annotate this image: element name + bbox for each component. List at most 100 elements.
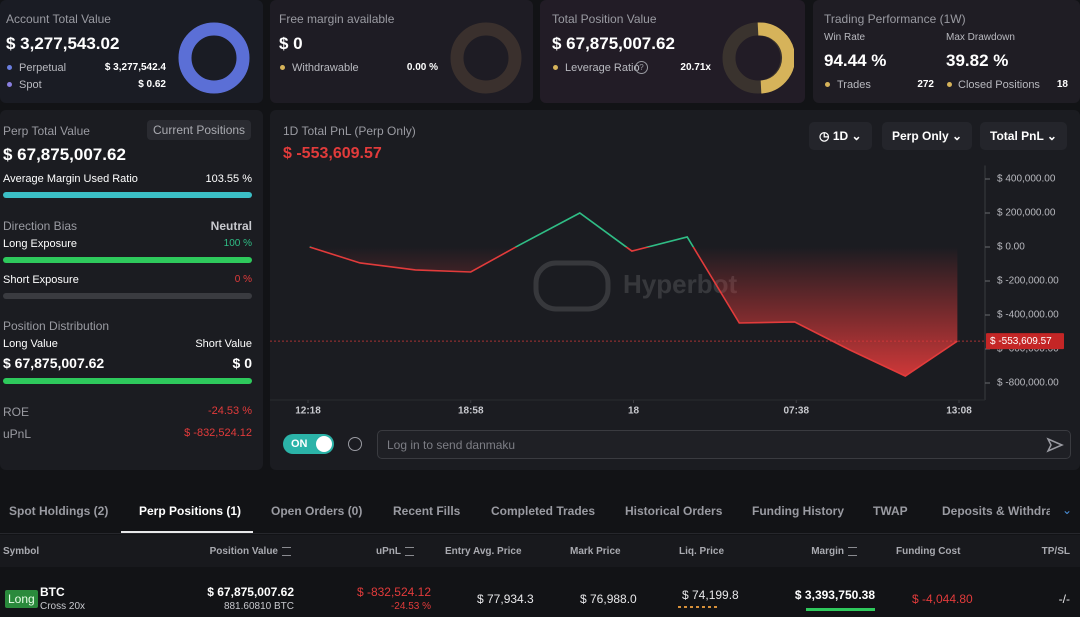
donut-ring [178,22,250,94]
margin-card: Free margin available $ 0 Withdrawable 0… [270,0,533,103]
section-value: Neutral [210,219,252,233]
entry-price: $ 77,934.3 [477,592,534,606]
margin: $ 3,393,750.38 [794,588,875,602]
mark-price: $ 76,988.0 [580,592,637,606]
scope-dropdown[interactable]: Perp Only ⌄ [882,122,973,150]
input-placeholder: Log in to send danmaku [387,438,516,452]
tab[interactable]: Funding History [752,504,844,518]
interval-dropdown[interactable]: ◷ 1D ⌄ [809,122,872,150]
progress-bar [3,378,252,384]
row-label: Spot [19,79,42,91]
row-label: Short Exposure [3,274,79,286]
position-size: 881.60810 BTC [223,601,294,612]
watermark-icon [533,260,611,312]
card-value: $ 3,277,543.02 [6,34,120,53]
tab[interactable]: Perp Positions (1) [139,504,242,518]
pnl-chart: Hyperbot $ 400,000.00$ 200,000.00$ 0.00$… [270,165,1064,417]
current-label: $ -553,609.57 [990,336,1052,347]
settings-icon[interactable] [348,437,362,451]
short-value: $ 0 [232,355,252,371]
row-value: -24.53 % [207,405,252,417]
toggle-knob [316,436,332,452]
tab[interactable]: Spot Holdings (2) [9,504,109,518]
perp-panel: Perp Total Value Current Positions $ 67,… [0,110,263,470]
column-header: Mark Price [570,546,621,557]
column-header: Liq. Price [679,546,725,557]
progress-bar [3,293,252,299]
row-value: 20.71x [680,62,711,73]
row-value: 18 [1056,79,1068,90]
funding-cost: $ -4,044.80 [912,592,973,606]
upnl: $ -832,524.12 [356,585,431,599]
donut [722,22,794,94]
card-value: $ 0 [279,34,303,53]
performance-card: Trading Performance (1W) Win Rate Max Dr… [813,0,1080,103]
tab[interactable]: Deposits & Withdrawals [942,504,1050,518]
row-label: Short Value [195,338,252,350]
dropdown-text: 1D [832,129,849,143]
row-value: 100 % [223,238,252,249]
row-value: 0.00 % [406,62,438,73]
danmaku-toggle[interactable]: ON [283,434,334,454]
tab[interactable]: Open Orders (0) [271,504,363,518]
long-value: $ 67,875,007.62 [3,355,105,371]
row-value: $ 3,277,542.4 [104,62,166,73]
symbol: BTC [40,585,65,599]
tab[interactable]: TWAP [873,504,908,518]
row-value: $ -832,524.12 [184,427,252,439]
danmaku-input[interactable]: Log in to send danmaku [377,430,1071,459]
x-tick-label: 13:08 [946,406,972,417]
x-tick-label: 18 [628,406,640,417]
x-tick-label: 18:58 [458,406,484,417]
row-value: 0 % [234,274,252,285]
tabs-more[interactable]: ⌄ [1062,503,1073,517]
chart-total: $ -553,609.57 [283,145,382,162]
donut-arc [757,22,794,94]
pnl-line [309,212,958,377]
column-header: Symbol [3,546,40,557]
y-tick-label: $ 400,000.00 [997,174,1056,185]
stat-value: 39.82 % [946,51,1009,70]
tab[interactable]: Recent Fills [393,504,461,518]
row-label: Leverage Ratio [565,62,640,74]
help-icon[interactable]: ? [635,61,648,74]
metric-dropdown[interactable]: Total PnL ⌄ [980,122,1067,150]
send-icon[interactable] [1046,436,1064,454]
card-value: $ 67,875,007.62 [552,34,675,53]
margin-bar [806,608,875,611]
progress-bar [3,192,252,198]
liq-price: $ 74,199.8 [682,588,739,602]
row-label: Average Margin Used Ratio [3,173,138,185]
row-value: 272 [917,79,934,90]
row-label: Closed Positions [958,79,1040,91]
row-label: Withdrawable [292,62,359,74]
x-tick-label: 12:18 [295,406,321,417]
current-positions-button[interactable]: Current Positions [147,120,252,140]
toggle-text: ON [291,438,308,450]
margin-mode: Cross 20x [40,601,86,612]
sort-icon [282,547,291,556]
tab[interactable]: Historical Orders [625,504,723,518]
column-header: Entry Avg. Price [445,546,522,557]
tab[interactable]: Completed Trades [491,504,596,518]
send-shape [1046,437,1064,453]
card-title: Free margin available [279,12,395,26]
x-tick-label: 07:38 [783,406,809,417]
row-label: Trades [837,79,871,91]
row-label: Perpetual [19,62,67,74]
legend-dot [553,65,558,70]
y-tick-label: $ 200,000.00 [997,208,1056,219]
y-tick-label: $ -200,000.00 [997,276,1059,287]
legend-dot [7,82,12,87]
pnl-panel: 1D Total PnL (Perp Only) $ -553,609.57 ◷… [270,110,1080,470]
sort-icon [405,547,414,556]
stat-value: 94.44 % [824,51,887,70]
legend-dot [7,65,12,70]
divider [0,533,1080,534]
account-card: Account Total Value $ 3,277,543.02 Perpe… [0,0,263,103]
side-badge: Long [5,590,38,608]
position-value: $ 67,875,007.62 [207,585,294,599]
card-title: Trading Performance (1W) [824,12,966,26]
chart-title: 1D Total PnL (Perp Only) [283,124,416,138]
